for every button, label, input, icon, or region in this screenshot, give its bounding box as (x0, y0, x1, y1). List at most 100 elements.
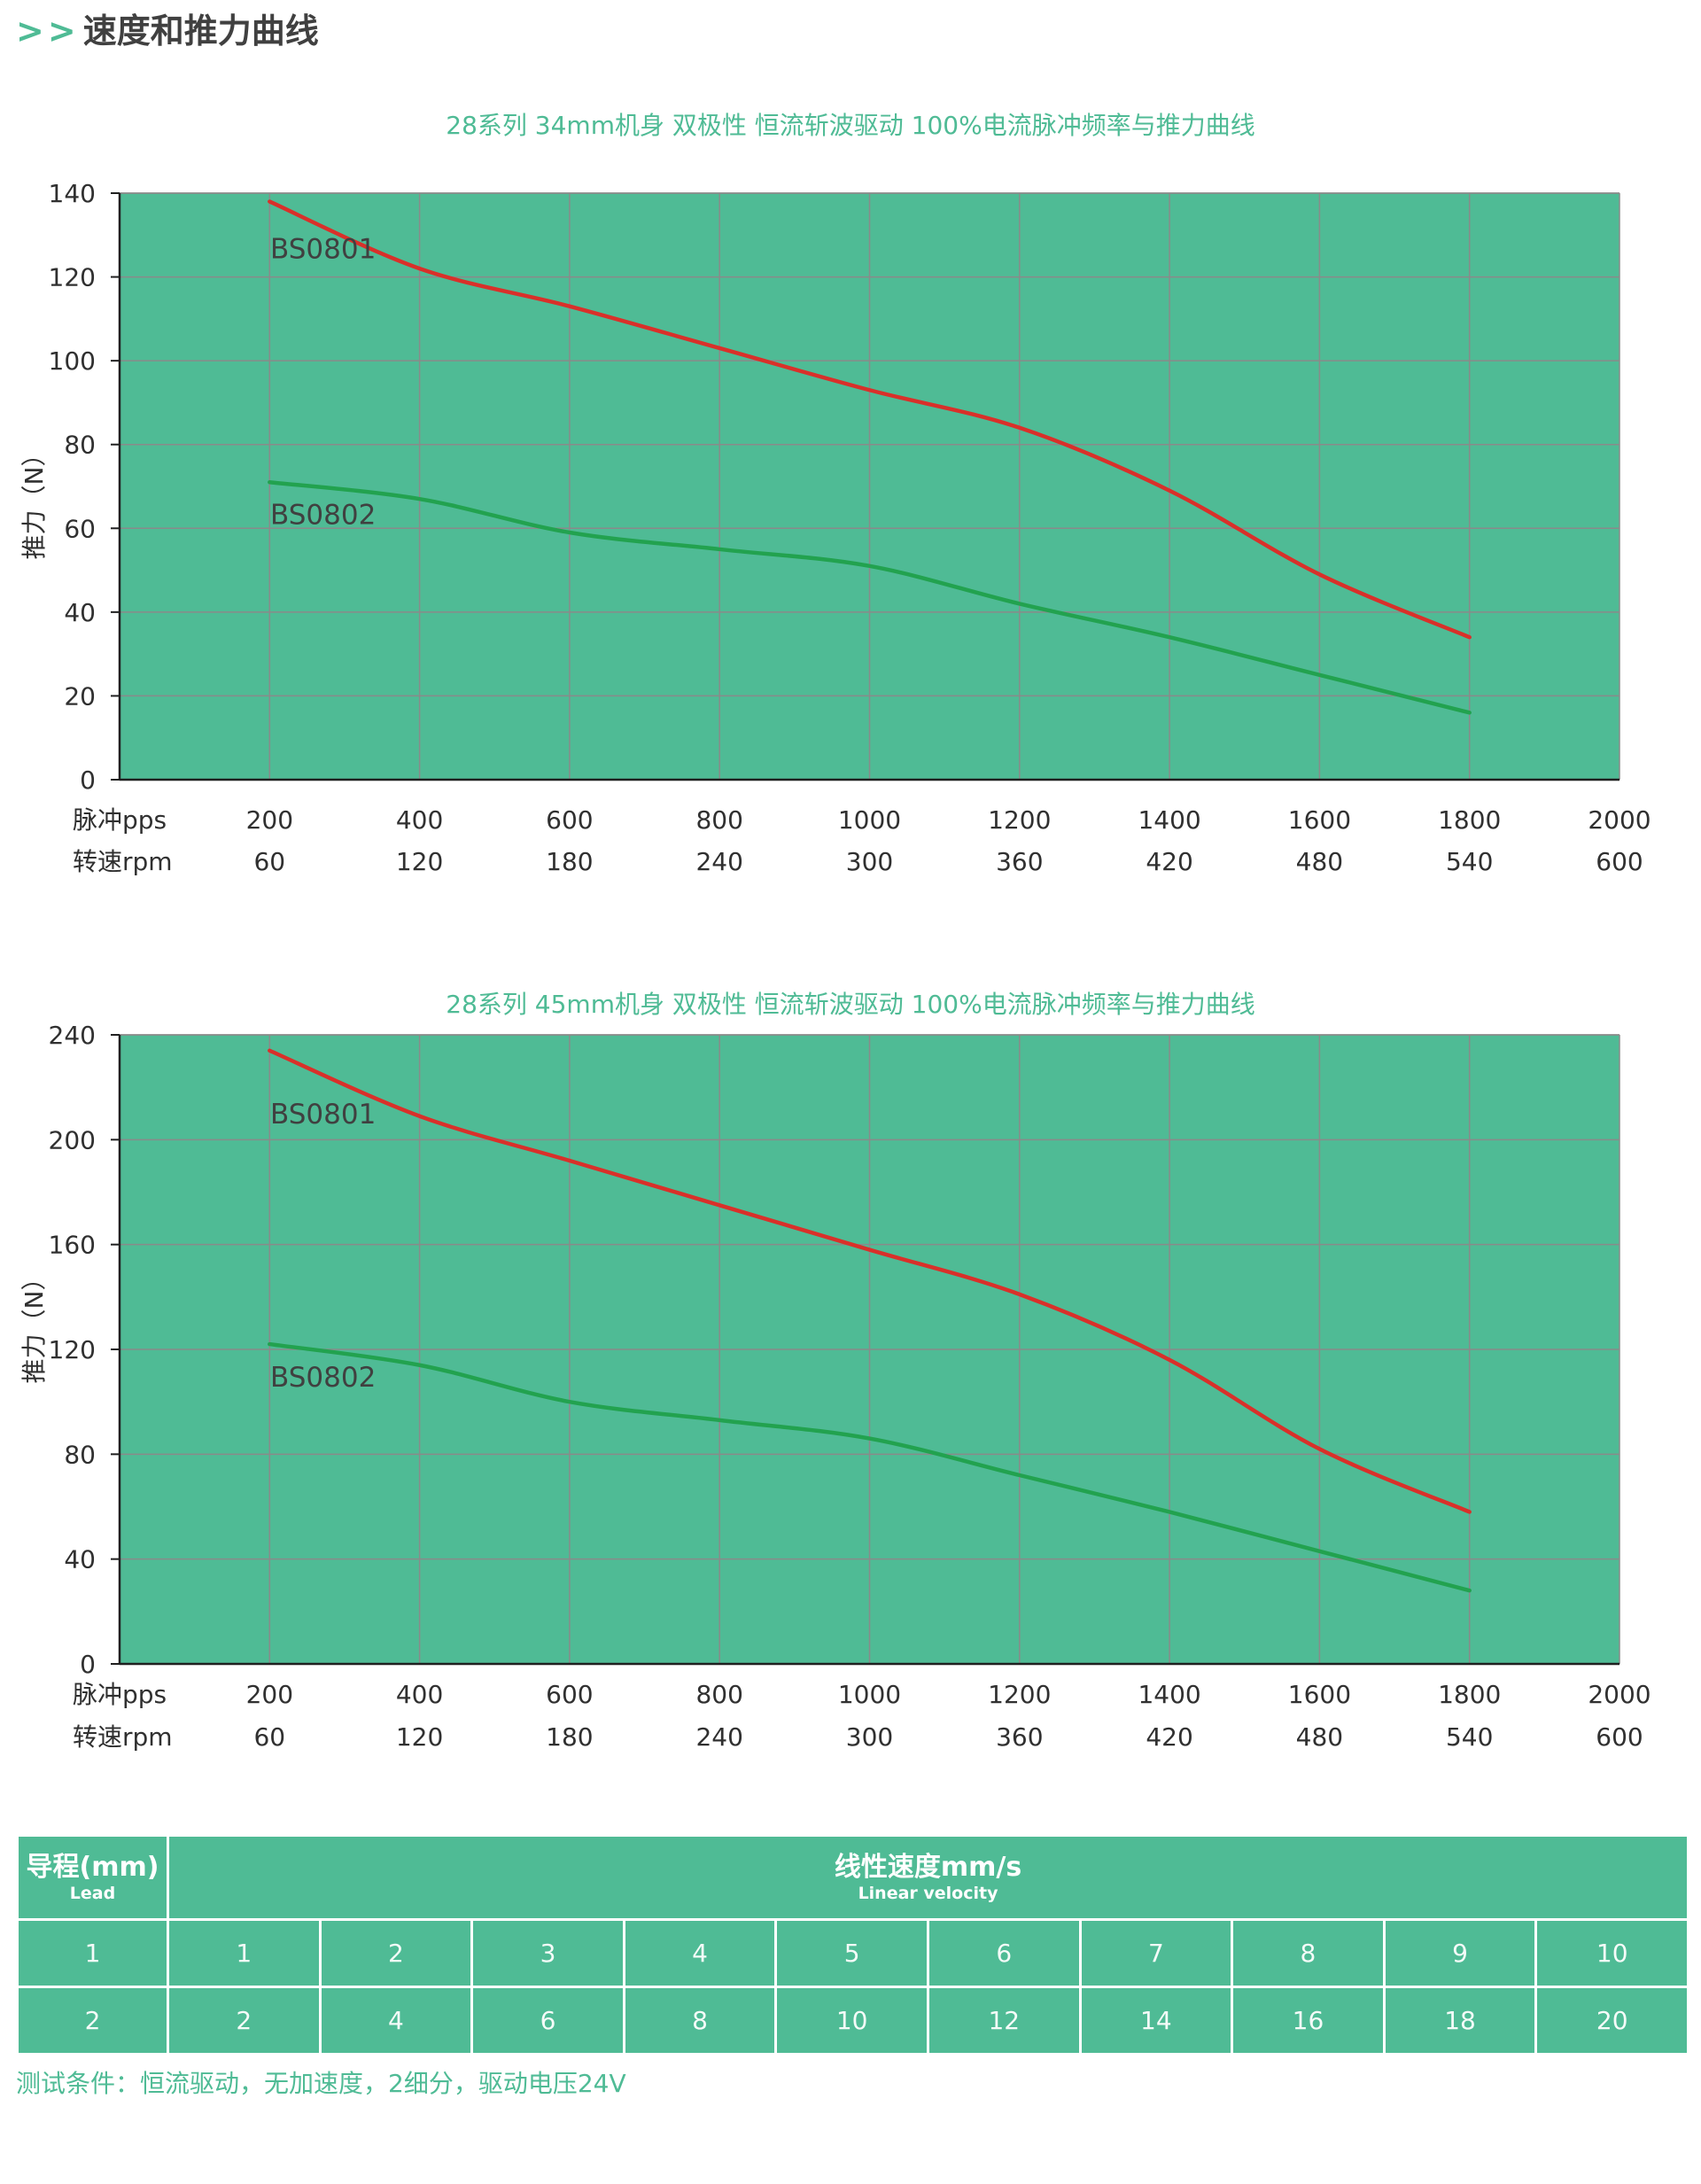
lead-cell: 2 (16, 1986, 169, 2056)
x-row-label-pps: 脉冲pps (73, 1680, 167, 1709)
table-cell: 2 (318, 1918, 474, 1988)
double-arrow-icon: >> (16, 12, 80, 51)
x-tick-label: 1400 (1138, 1680, 1200, 1709)
velocity-header-cell: 线性速度mm/s Linear velocity (166, 1834, 1690, 1921)
table-row: 2 2 4 6 8 10 12 14 16 18 20 (16, 1986, 1690, 2056)
x-tick-label: 180 (546, 1722, 593, 1752)
x-row-label-rpm: 转速rpm (73, 847, 173, 876)
x-tick-label: 60 (253, 847, 285, 876)
y-tick-label: 120 (49, 263, 96, 292)
x-tick-label: 1000 (838, 805, 901, 835)
y-tick-label: 60 (64, 514, 96, 543)
x-tick-label: 1800 (1438, 805, 1501, 835)
x-tick-label: 120 (396, 1722, 443, 1752)
series-label-bs0801: BS0801 (270, 1099, 376, 1131)
series-line-bs0802 (268, 1341, 1472, 1593)
lead-header-cell: 导程(mm) Lead (16, 1834, 169, 1921)
chart-2-title: 28系列 45mm机身 双极性 恒流斩波驱动 100%电流脉冲频率与推力曲线 (446, 990, 1255, 1019)
x-tick-label: 2000 (1588, 805, 1651, 835)
chart-1: 0 20 40 60 80 100 120 140 推力（N） 脉冲pps 200 400 600 800… (19, 179, 1651, 876)
table-cell: 4 (622, 1918, 778, 1988)
series-line-bs0801 (268, 199, 1472, 640)
x-tick-label: 60 (253, 1722, 285, 1752)
table-header-row: 导程(mm) Lead 线性速度mm/s Linear velocity (16, 1834, 1690, 1921)
chart-1-title: 28系列 34mm机身 双极性 恒流斩波驱动 100%电流脉冲频率与推力曲线 (446, 111, 1255, 140)
x-tick-label: 600 (546, 805, 593, 835)
x-tick-label: 1600 (1288, 1680, 1351, 1709)
y-tick-label: 160 (49, 1231, 96, 1260)
x-tick-label: 480 (1296, 1722, 1343, 1752)
x-tick-label: 600 (1596, 1722, 1643, 1752)
table-cell: 5 (774, 1918, 929, 1988)
x-tick-label: 540 (1446, 847, 1493, 876)
y-tick-label: 40 (64, 1545, 96, 1574)
table-cell: 18 (1382, 1986, 1538, 2056)
y-tick-label: 0 (80, 766, 96, 795)
x-tick-label: 200 (246, 805, 293, 835)
x-tick-label: 300 (846, 1722, 893, 1752)
y-tick-label: 20 (64, 681, 96, 711)
table-cell: 10 (774, 1986, 929, 2056)
table-row: 1 1 2 3 4 5 6 7 8 9 10 (16, 1918, 1690, 1988)
series-label-bs0802: BS0802 (270, 499, 376, 531)
table-cell: 8 (1231, 1918, 1386, 1988)
x-tick-label: 600 (1596, 847, 1643, 876)
velocity-subheader: Linear velocity (858, 1884, 998, 1903)
table-cell: 3 (470, 1918, 625, 1988)
table-cell: 4 (318, 1986, 474, 2056)
test-conditions-note: 测试条件：恒流驱动，无加速度，2细分，驱动电压24V (16, 2069, 626, 2098)
x-tick-label: 800 (695, 805, 742, 835)
lead-cell: 1 (16, 1918, 169, 1988)
series-line-bs0802 (268, 480, 1472, 715)
section-header: >> 速度和推力曲线 (16, 4, 319, 52)
lead-subheader: Lead (69, 1884, 116, 1903)
y-axis-label: 推力（N） (19, 442, 49, 560)
chart-2: 0 40 80 120 160 200 240 推力（N） 脉冲pps 200 400 600 800 1… (19, 1021, 1651, 1752)
x-tick-label: 1800 (1438, 1680, 1501, 1709)
series-label-bs0802: BS0802 (270, 1362, 376, 1394)
y-tick-label: 140 (49, 179, 96, 208)
y-tick-label: 100 (49, 346, 96, 376)
section-title: 速度和推力曲线 (82, 12, 319, 51)
table-cell: 8 (622, 1986, 778, 2056)
x-tick-label: 240 (695, 847, 742, 876)
x-row-label-rpm: 转速rpm (73, 1722, 173, 1752)
x-tick-label: 300 (846, 847, 893, 876)
y-axis-label: 推力（N） (19, 1266, 49, 1384)
series-line-bs0801 (268, 1048, 1472, 1514)
table-cell: 1 (167, 1918, 322, 1988)
velocity-header: 线性速度mm/s (834, 1852, 1022, 1883)
x-tick-label: 420 (1146, 1722, 1192, 1752)
table-cell: 12 (926, 1986, 1082, 2056)
x-tick-label: 420 (1146, 847, 1192, 876)
y-tick-label: 40 (64, 598, 96, 627)
y-tick-label: 200 (49, 1125, 96, 1154)
y-tick-label: 120 (49, 1335, 96, 1364)
x-row-label-pps: 脉冲pps (73, 805, 167, 835)
lead-header: 导程(mm) (26, 1852, 159, 1883)
x-tick-label: 1400 (1138, 805, 1200, 835)
table-cell: 20 (1534, 1986, 1690, 2056)
y-tick-label: 80 (64, 431, 96, 460)
x-tick-label: 600 (546, 1680, 593, 1709)
table-cell: 2 (167, 1986, 322, 2056)
y-tick-label: 80 (64, 1440, 96, 1469)
x-tick-label: 1000 (838, 1680, 901, 1709)
x-tick-label: 360 (996, 847, 1043, 876)
series-label-bs0801: BS0801 (270, 233, 376, 265)
table-cell: 6 (926, 1918, 1082, 1988)
x-tick-label: 540 (1446, 1722, 1493, 1752)
x-tick-label: 400 (396, 805, 443, 835)
x-tick-label: 200 (246, 1680, 293, 1709)
table-cell: 10 (1534, 1918, 1690, 1988)
table-cell: 6 (470, 1986, 625, 2056)
y-tick-label: 240 (49, 1021, 96, 1050)
x-tick-label: 480 (1296, 847, 1343, 876)
table-cell: 16 (1231, 1986, 1386, 2056)
y-tick-label: 0 (80, 1650, 96, 1679)
x-tick-label: 400 (396, 1680, 443, 1709)
table-cell: 7 (1078, 1918, 1234, 1988)
x-tick-label: 180 (546, 847, 593, 876)
x-tick-label: 1200 (988, 805, 1051, 835)
table-cell: 9 (1382, 1918, 1538, 1988)
